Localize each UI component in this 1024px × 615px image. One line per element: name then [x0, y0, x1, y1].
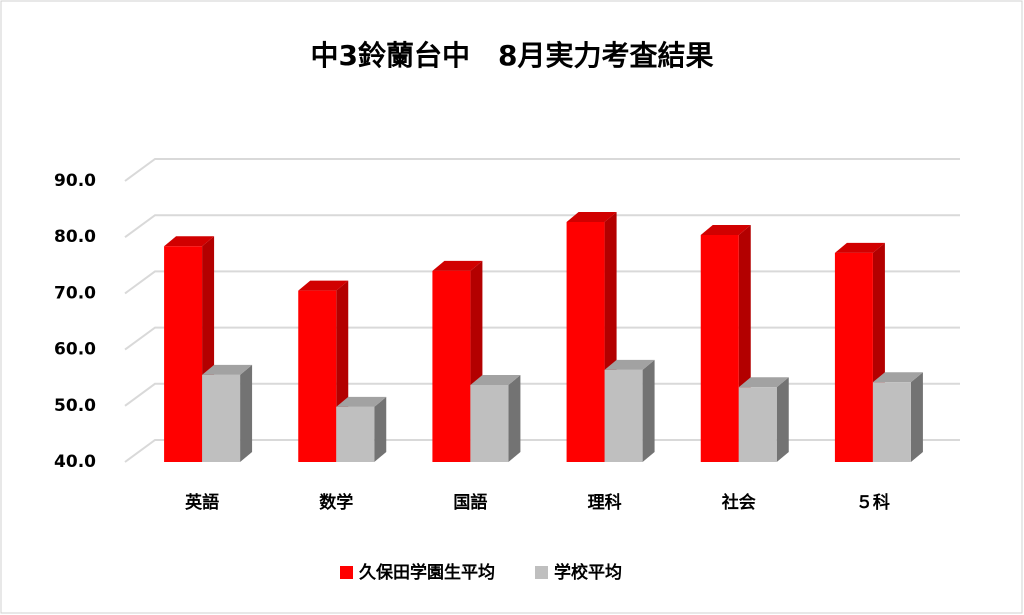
- bar-front: [738, 387, 777, 462]
- legend-label: 学校平均: [554, 562, 622, 583]
- x-tick-label: 理科: [588, 492, 622, 513]
- bar-side: [910, 372, 923, 462]
- x-tick-label: 社会: [721, 492, 756, 513]
- x-tick-label: ５科: [856, 492, 890, 513]
- x-tick-label: 国語: [453, 492, 487, 513]
- bar-front: [872, 382, 911, 462]
- bar-front: [700, 234, 739, 462]
- legend-swatch: [535, 566, 548, 579]
- bar-top: [164, 236, 215, 247]
- bar-side: [374, 396, 387, 462]
- bar-side: [642, 359, 655, 462]
- x-tick-label: 英語: [185, 492, 219, 513]
- bar-front: [470, 385, 509, 462]
- bar: [872, 372, 923, 462]
- bar-top: [470, 375, 521, 386]
- y-tick-label: 80.0: [54, 227, 96, 247]
- grid-line: [124, 439, 960, 463]
- bar: [738, 377, 789, 462]
- grid-line: [124, 158, 960, 182]
- bar-side: [508, 375, 521, 462]
- bar-front: [834, 252, 873, 462]
- bar: [202, 364, 253, 462]
- bar: [604, 359, 655, 462]
- bar-front: [202, 374, 241, 462]
- bar-top: [700, 224, 751, 235]
- bar: [470, 375, 521, 462]
- bar-front: [604, 369, 643, 462]
- y-tick-label: 60.0: [54, 340, 96, 360]
- bar-side: [776, 377, 789, 462]
- bar-front: [164, 246, 203, 462]
- bar-top: [738, 377, 789, 388]
- grid-line: [124, 270, 960, 295]
- bar-top: [336, 396, 387, 407]
- bar-front: [336, 406, 375, 462]
- bar-front: [298, 290, 337, 462]
- x-tick-label: 数学: [319, 492, 353, 513]
- y-tick-label: 90.0: [54, 171, 96, 191]
- bar-top: [432, 260, 483, 271]
- legend-label: 久保田学園生平均: [359, 562, 495, 583]
- bar-side: [240, 364, 253, 462]
- grid-line: [124, 214, 960, 239]
- legend-swatch: [340, 566, 353, 579]
- y-tick-label: 70.0: [54, 283, 96, 303]
- chart-title: 中3鈴蘭台中 8月実力考査結果: [311, 39, 714, 72]
- y-tick-label: 40.0: [54, 452, 96, 472]
- y-tick-label: 50.0: [54, 396, 96, 416]
- bar-top: [834, 242, 885, 253]
- bar-front: [432, 270, 471, 462]
- bar-top: [202, 364, 253, 375]
- bar-top: [298, 280, 349, 291]
- grid-line: [124, 382, 960, 407]
- bar-top: [566, 212, 617, 223]
- bar-front: [566, 222, 605, 462]
- bar: [336, 396, 387, 462]
- grid-line: [124, 326, 960, 351]
- bar-top: [604, 359, 655, 370]
- bar-top: [872, 372, 923, 383]
